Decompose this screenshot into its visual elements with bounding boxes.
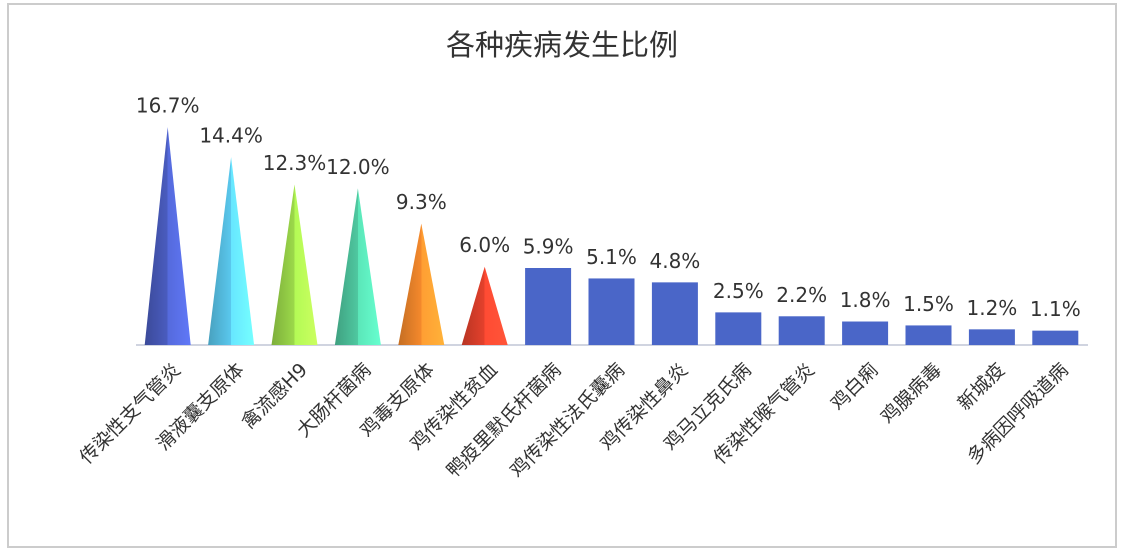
value-label: 5.1% [586, 245, 637, 269]
bar [1032, 330, 1079, 345]
bar [525, 268, 572, 345]
value-label: 5.9% [523, 235, 574, 259]
value-label: 4.8% [649, 249, 700, 273]
value-label: 6.0% [459, 233, 510, 257]
cone [208, 157, 255, 345]
bar [715, 312, 762, 345]
cone [398, 223, 445, 345]
value-label: 2.5% [713, 279, 764, 303]
value-label: 2.2% [776, 283, 827, 307]
value-label: 1.8% [840, 288, 891, 312]
value-label: 1.1% [1030, 297, 1081, 321]
value-label: 1.5% [903, 292, 954, 316]
bar [778, 316, 825, 345]
bar [905, 325, 952, 345]
chart-title: 各种疾病发生比例 [446, 28, 678, 62]
cone [334, 188, 381, 345]
cone [461, 266, 508, 345]
value-label: 16.7% [136, 94, 200, 118]
value-label: 12.3% [263, 151, 327, 175]
bar [651, 282, 698, 345]
value-label: 9.3% [396, 190, 447, 214]
cone [271, 184, 318, 345]
value-label: 1.2% [966, 296, 1017, 320]
value-label: 12.0% [326, 155, 390, 179]
bar [968, 329, 1015, 345]
bar [588, 278, 635, 345]
value-label: 14.4% [199, 124, 263, 148]
cone [144, 127, 191, 345]
bar [842, 321, 889, 345]
